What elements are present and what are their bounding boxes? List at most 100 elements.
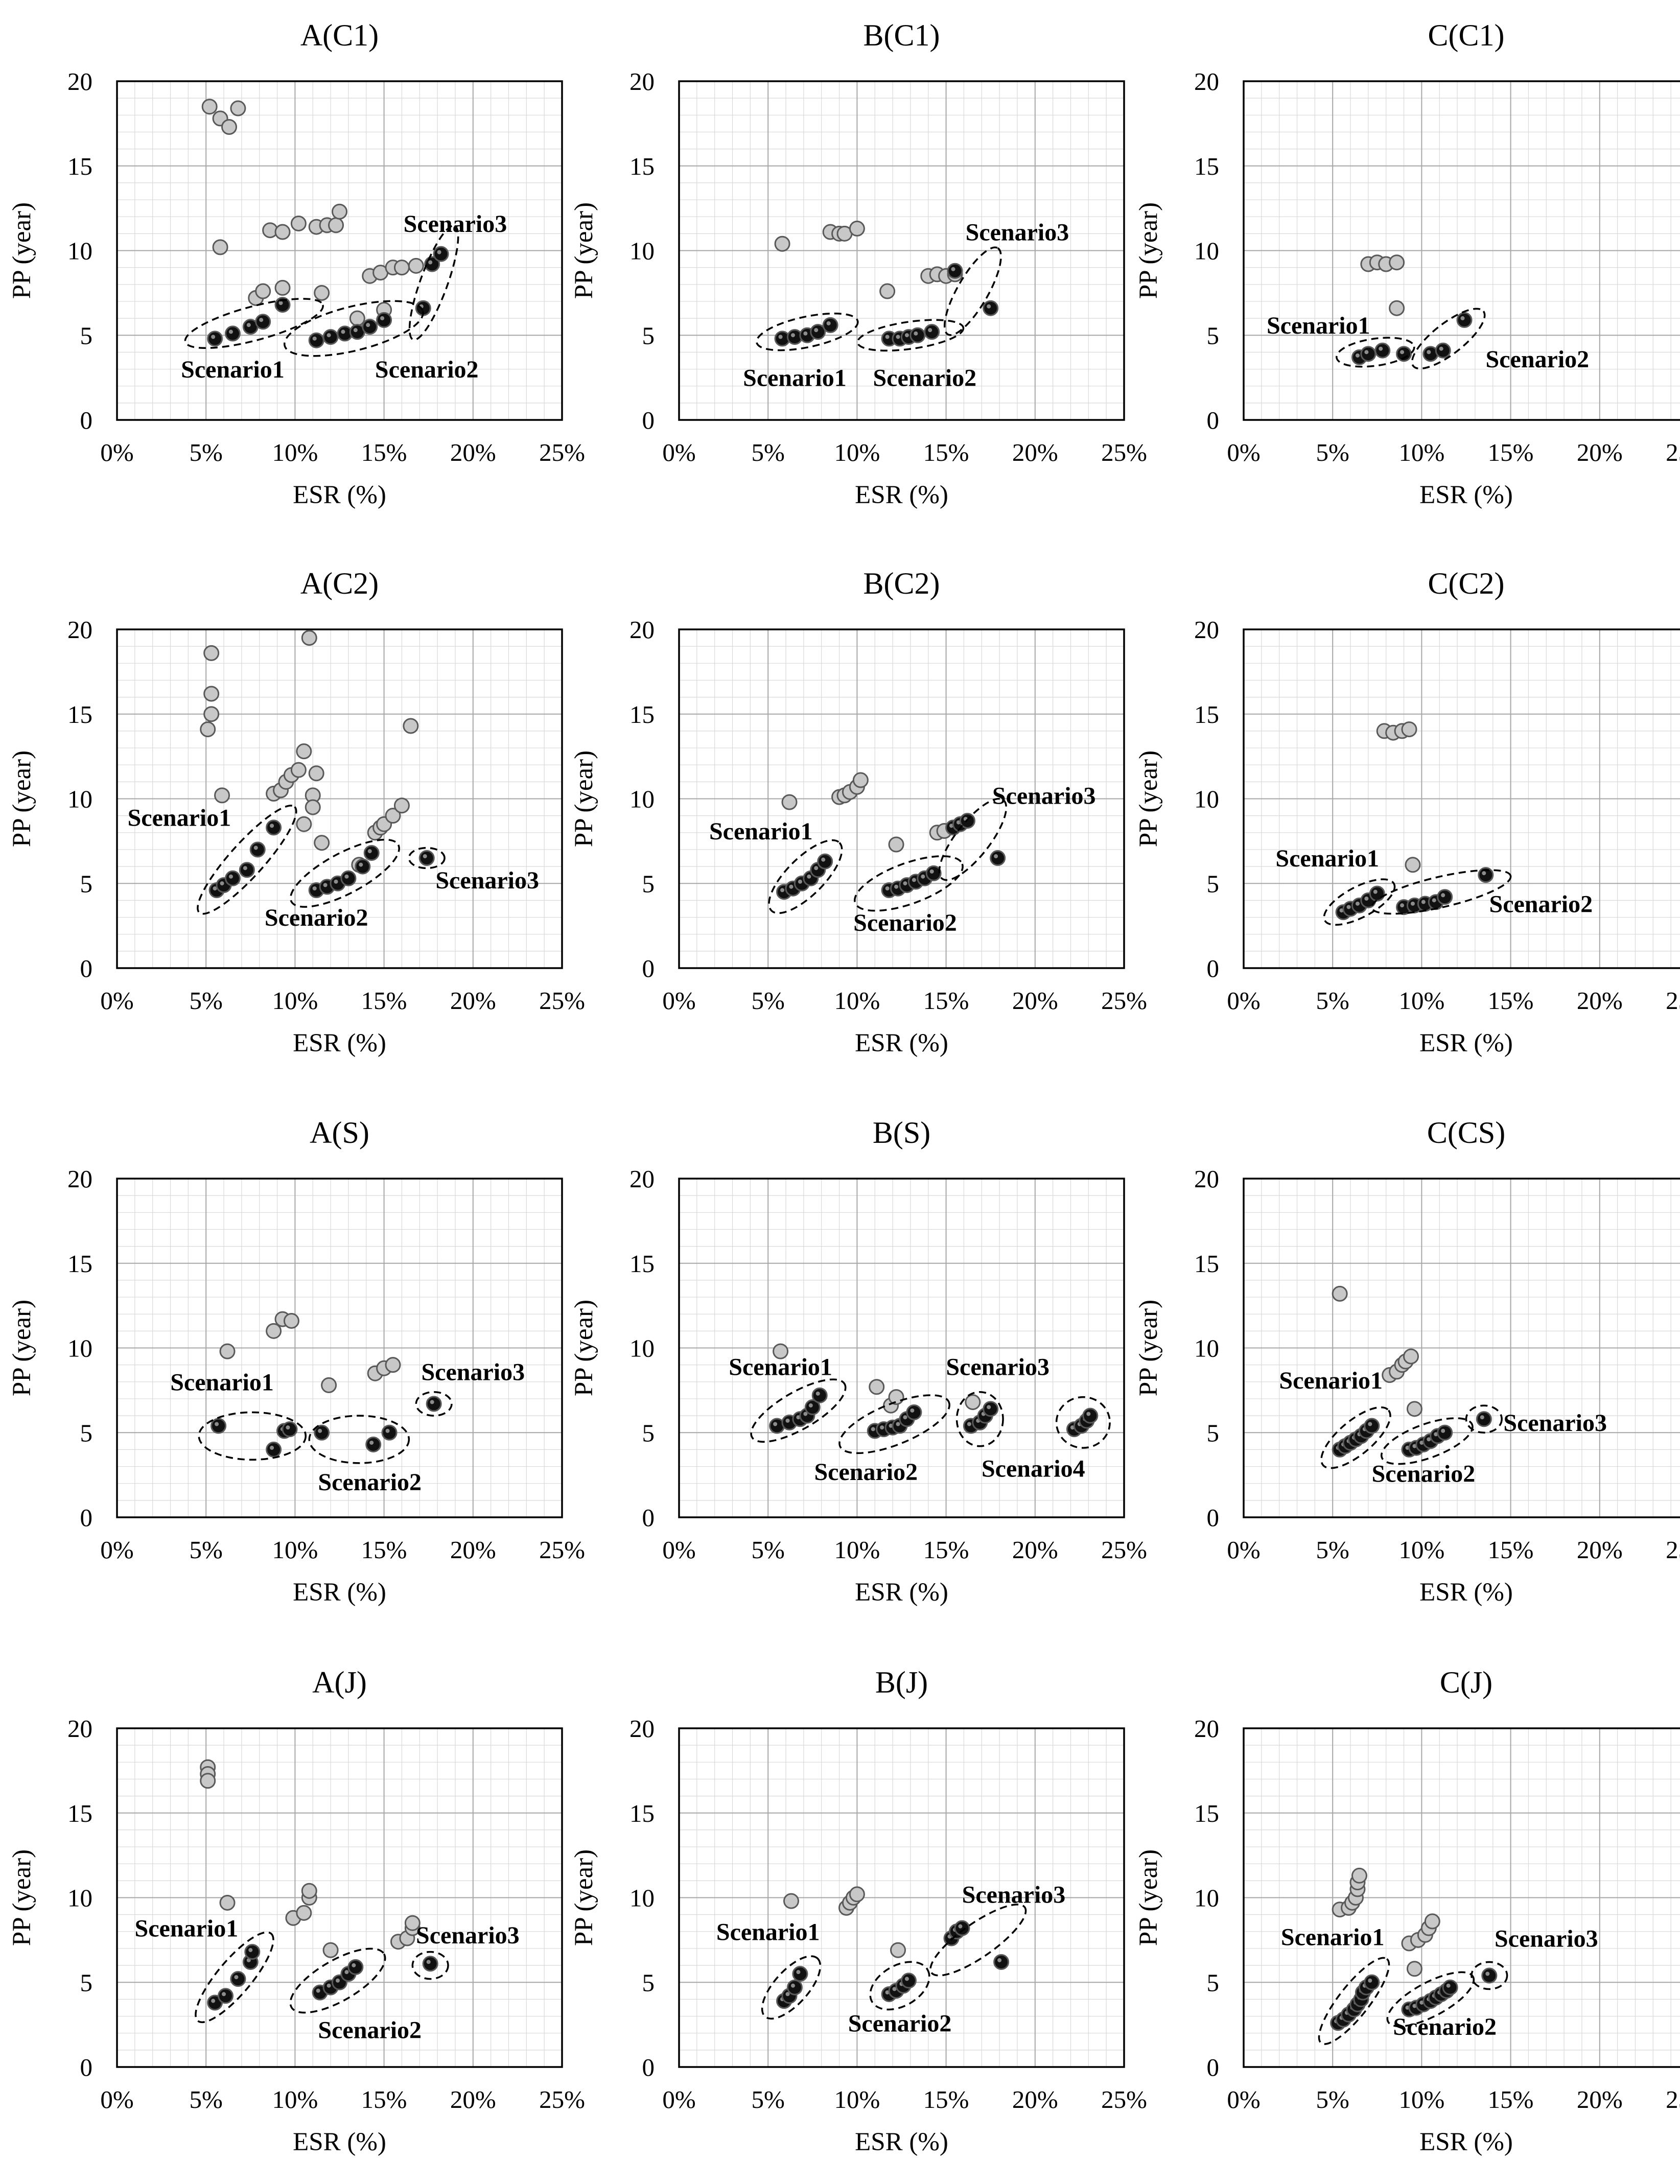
- chart-9-y-tick-label: 10: [67, 1884, 92, 1912]
- chart-1-x-tick-label: 25%: [1101, 438, 1147, 466]
- chart-0-scenario-ellipse: [408, 225, 459, 341]
- chart-0-x-tick-label: 15%: [361, 438, 407, 466]
- chart-3-x-tick-label: 5%: [190, 987, 223, 1015]
- chart-5-point-highlight: [1400, 903, 1405, 908]
- chart-6-point-highlight: [270, 1445, 274, 1450]
- chart-2-x-tick-label: 25%: [1666, 438, 1680, 466]
- chart-1-x-axis-label: ESR (%): [855, 481, 948, 509]
- chart-10-scenario-label: Scenario3: [962, 1881, 1066, 1908]
- chart-10-plot-frame: [678, 1727, 1125, 2068]
- chart-11-x-tick-label: 20%: [1577, 2085, 1623, 2113]
- chart-2-x-axis-label: ESR (%): [1419, 481, 1513, 509]
- chart-9-other-point: [322, 1942, 339, 1958]
- chart-11-y-tick-label: 5: [1207, 1968, 1220, 1997]
- chart-2-point-highlight: [1460, 316, 1465, 320]
- chart-5-title: C(C2): [1428, 567, 1505, 600]
- chart-4-point-highlight: [903, 881, 907, 886]
- chart-0-plot-frame: [116, 80, 563, 421]
- chart-8-other-point: [1406, 1401, 1422, 1417]
- chart-9-other-point: [200, 1773, 216, 1789]
- chart-7-other-point: [965, 1394, 981, 1411]
- chart-0-point-highlight: [353, 328, 358, 333]
- chart-7-title: B(S): [873, 1116, 930, 1149]
- chart-11-series-selected: [1330, 1967, 1498, 2031]
- chart-10-scenario-ellipse: [929, 1904, 1027, 1977]
- chart-0: A(C1) 0% 5% 10% 15% 20% 25% 0 5 10 15 20 ESR (%) PP (…: [8, 18, 585, 509]
- chart-10-x-tick-label: 15%: [923, 2085, 969, 2113]
- chart-4-y-axis-label: PP (year): [570, 750, 598, 847]
- chart-5-x-tick-label: 10%: [1398, 987, 1444, 1015]
- chart-7-other-point: [869, 1379, 885, 1395]
- chart-3-other-point: [290, 762, 307, 778]
- chart-3-other-point: [305, 799, 321, 815]
- chart-9-point-highlight: [211, 1999, 216, 2003]
- chart-3-selected-point: [340, 870, 357, 886]
- chart-1-y-tick-label: 20: [629, 67, 655, 96]
- chart-0-y-axis-label: PP (year): [8, 202, 36, 299]
- chart-7-point-highlight: [903, 1415, 907, 1420]
- chart-3-other-point: [200, 721, 216, 738]
- chart-3-scenario-ellipse: [289, 838, 400, 908]
- chart-5-y-tick-label: 5: [1207, 870, 1220, 898]
- chart-0-x-tick-label: 20%: [450, 438, 496, 466]
- chart-3-title: A(C2): [300, 567, 379, 600]
- chart-8: C(CS) 0% 5% 10% 15% 20% 25% 0 5 10 15 20 ESR (%) PP (…: [1134, 1116, 1680, 1607]
- chart-0-scenario-ellipse: [184, 298, 324, 349]
- chart-3-point-highlight: [220, 881, 224, 886]
- chart-4-scenario-ellipse: [768, 839, 843, 914]
- chart-0-selected-point: [308, 332, 324, 348]
- chart-6-y-tick-label: 20: [67, 1165, 92, 1193]
- chart-7-y-tick-label: 15: [629, 1250, 655, 1278]
- chart-9-point-highlight: [316, 1988, 320, 1993]
- chart-10-x-tick-label: 5%: [752, 2085, 785, 2113]
- chart-8-point-highlight: [1368, 1422, 1372, 1426]
- chart-2-other-point: [1389, 254, 1405, 271]
- chart-11-point-highlight: [1485, 1971, 1490, 1976]
- chart-4-selected-point: [990, 850, 1006, 866]
- chart-11-major-grid: [1244, 1728, 1680, 2067]
- chart-2-y-tick-label: 5: [1207, 321, 1220, 349]
- chart-10-other-point: [890, 1942, 906, 1958]
- chart-0-other-point: [332, 203, 347, 220]
- chart-7-y-tick-label: 0: [642, 1504, 655, 1532]
- chart-0-y-tick-label: 0: [80, 406, 93, 434]
- chart-9-point-highlight: [248, 1948, 253, 1953]
- chart-5-series-selected: [1335, 867, 1494, 921]
- chart-7-point-highlight: [803, 1412, 808, 1416]
- chart-0-selected-point: [255, 314, 271, 330]
- chart-3-selected-point: [418, 850, 435, 866]
- chart-1-scenario-ellipse: [943, 246, 1002, 336]
- chart-1-other-point: [849, 220, 865, 237]
- chart-6-major-grid: [117, 1179, 562, 1517]
- chart-11-x-tick-label: 0%: [1227, 2085, 1260, 2113]
- chart-3-point-highlight: [367, 849, 372, 854]
- chart-4-selected-point: [925, 865, 942, 881]
- chart-1-point-highlight: [885, 335, 890, 339]
- chart-1-point-highlight: [826, 321, 831, 325]
- chart-8-scenario-label: Scenario3: [1503, 1410, 1607, 1437]
- chart-4-y-tick-label: 10: [629, 785, 655, 813]
- chart-3-other-point: [385, 808, 401, 824]
- chart-11-x-tick-label: 25%: [1666, 2085, 1680, 2113]
- chart-4-y-tick-label: 15: [629, 700, 655, 729]
- chart-0-other-point: [201, 99, 218, 115]
- chart-0-point-highlight: [246, 323, 251, 327]
- chart-1-x-tick-label: 20%: [1012, 438, 1058, 466]
- chart-8-major-grid: [1244, 1179, 1680, 1517]
- chart-2-series-other: [1360, 254, 1405, 316]
- chart-8-y-tick-label: 5: [1207, 1419, 1220, 1447]
- chart-9-selected-point: [218, 1988, 234, 2004]
- chart-9-y-tick-label: 20: [67, 1715, 92, 1743]
- chart-6-other-point: [219, 1343, 236, 1359]
- chart-1-series-other: [774, 220, 963, 299]
- chart-10-series-other: [783, 1886, 906, 1958]
- chart-6-x-tick-label: 15%: [361, 1536, 407, 1564]
- chart-0-other-point: [221, 119, 237, 135]
- chart-4-x-tick-label: 20%: [1012, 987, 1058, 1015]
- chart-3-other-point: [296, 816, 312, 832]
- chart-10-scenario-ellipse: [761, 1955, 822, 2020]
- chart-7-other-point: [888, 1389, 904, 1405]
- chart-0-series-selected: [207, 246, 449, 348]
- chart-9-x-tick-label: 20%: [450, 2085, 496, 2113]
